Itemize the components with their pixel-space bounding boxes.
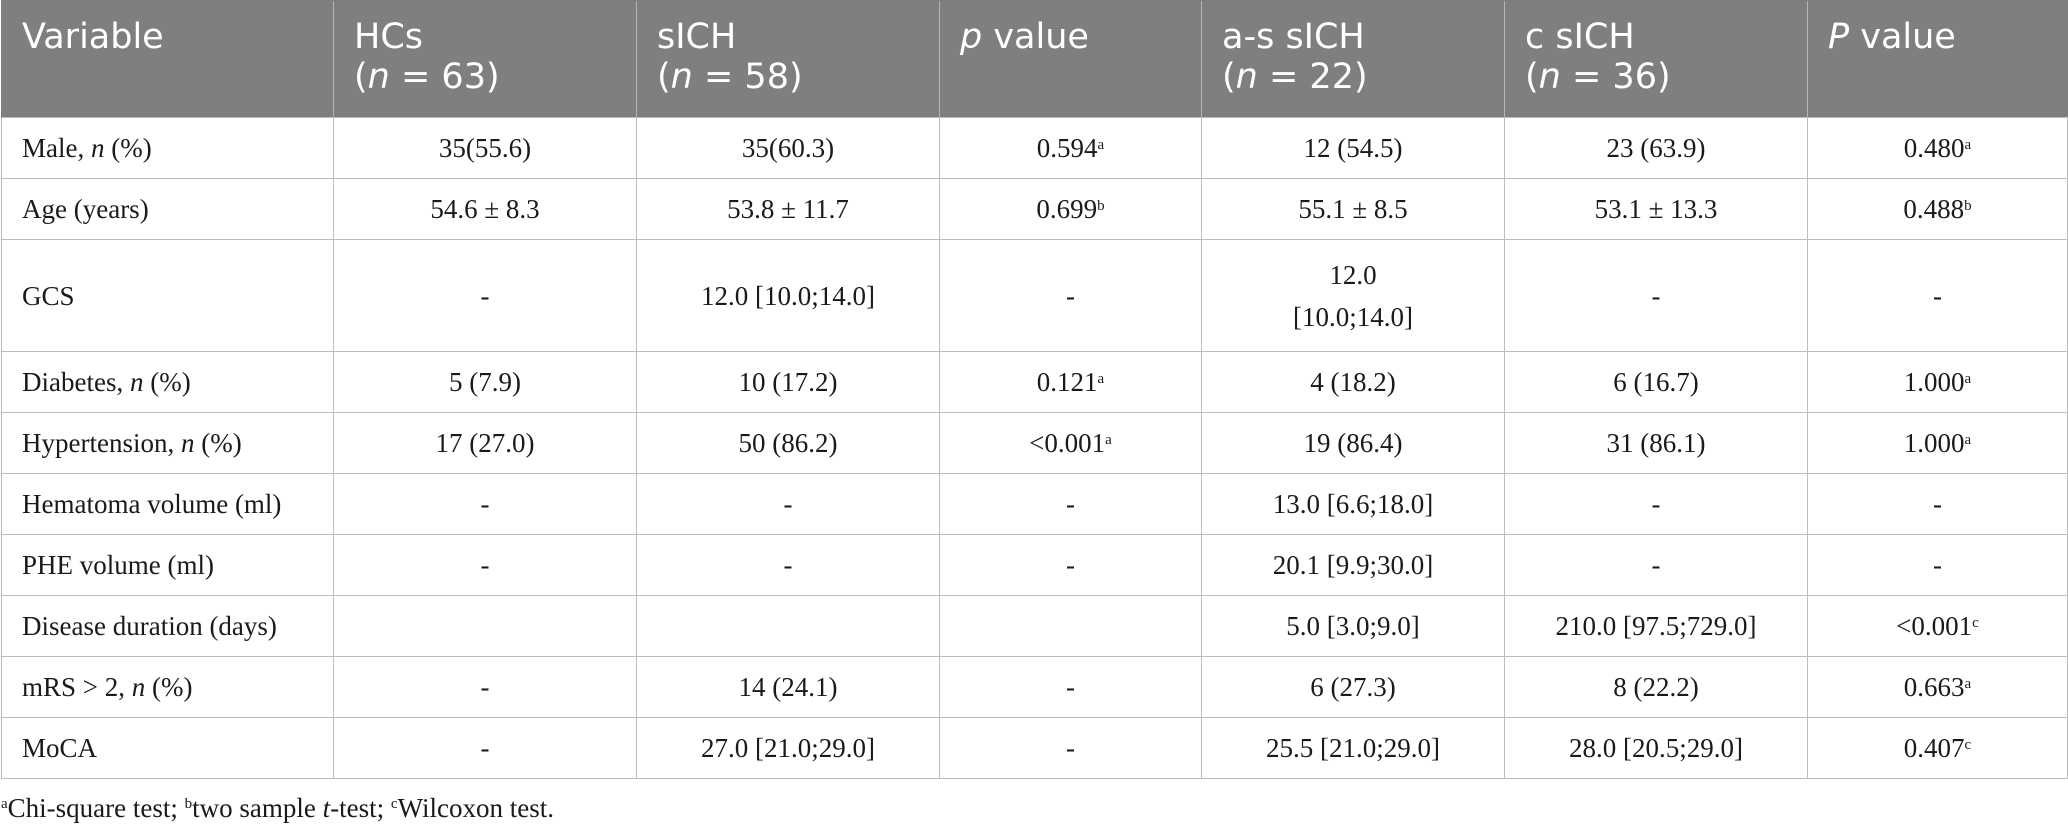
- cell-c-sich: -: [1504, 534, 1808, 596]
- cell-p-value-1: 0.121a: [939, 351, 1202, 413]
- cell-sich: 50 (86.2): [636, 412, 940, 474]
- header-c-sich: c sICH (n = 36): [1504, 0, 1808, 118]
- header-as-sich: a-s sICH (n = 22): [1201, 0, 1505, 118]
- cell-as-sich: 20.1 [9.9;30.0]: [1201, 534, 1505, 596]
- cell-c-sich: 53.1 ± 13.3: [1504, 178, 1808, 240]
- table-row: Hypertension, n (%) 17 (27.0) 50 (86.2) <0.…: [1, 412, 2068, 474]
- cell-p-value-1: 0.699b: [939, 178, 1202, 240]
- header-sich: sICH (n = 58): [636, 0, 940, 118]
- cell-hcs: -: [333, 717, 637, 779]
- header-as-sich-n: (n = 22): [1222, 57, 1368, 97]
- table-row: Hematoma volume (ml) - - -13.0 [6.6;18.0] - -: [1, 473, 2068, 535]
- demographics-table: Variable HCs (n = 63) sICH (n = 58) p valu…: [1, 0, 2068, 779]
- table-row: Diabetes, n (%) 5 (7.9) 10 (17.2) 0.121a 4 (…: [1, 351, 2068, 413]
- cell-as-sich: 55.1 ± 8.5: [1201, 178, 1505, 240]
- cell-p-value-2: 1.000a: [1807, 412, 2068, 474]
- cell-hcs: [333, 595, 637, 657]
- cell-p-value-1: -: [939, 717, 1202, 779]
- cell-c-sich: 23 (63.9): [1504, 117, 1808, 179]
- table-row: GCS -12.0 [10.0;14.0] -12.0 [10.0;14.0] - -: [1, 239, 2068, 352]
- table-row: Age (years) 54.6 ± 8.3 53.8 ± 11.7 0.699b 55…: [1, 178, 2068, 240]
- cell-p-value-2: -: [1807, 239, 2068, 352]
- cell-variable: Hypertension, n (%): [1, 412, 334, 474]
- cell-hcs: -: [333, 534, 637, 596]
- header-c-sich-n: (n = 36): [1525, 57, 1671, 97]
- cell-p-value-2: 1.000a: [1807, 351, 2068, 413]
- cell-variable: Male, n (%): [1, 117, 334, 179]
- cell-as-sich: 19 (86.4): [1201, 412, 1505, 474]
- cell-as-sich: 12 (54.5): [1201, 117, 1505, 179]
- cell-variable: mRS > 2, n (%): [1, 656, 334, 718]
- cell-variable: Age (years): [1, 178, 334, 240]
- cell-p-value-1: [939, 595, 1202, 657]
- cell-sich: 53.8 ± 11.7: [636, 178, 940, 240]
- cell-c-sich: -: [1504, 473, 1808, 535]
- cell-c-sich: 210.0 [97.5;729.0]: [1504, 595, 1808, 657]
- cell-as-sich: 25.5 [21.0;29.0]: [1201, 717, 1505, 779]
- cell-hcs: 17 (27.0): [333, 412, 637, 474]
- cell-p-value-2: <0.001c: [1807, 595, 2068, 657]
- table-row: Male, n (%) 35(55.6) 35(60.3) 0.594a 12 (54.…: [1, 117, 2068, 179]
- table-row: Disease duration (days) 5.0 [3.0;9.0] 210.…: [1, 595, 2068, 657]
- table-body: Male, n (%) 35(55.6) 35(60.3) 0.594a 12 (54.…: [1, 117, 2068, 779]
- cell-p-value-1: 0.594a: [939, 117, 1202, 179]
- cell-variable: Hematoma volume (ml): [1, 473, 334, 535]
- cell-as-sich: 5.0 [3.0;9.0]: [1201, 595, 1505, 657]
- cell-as-sich: 13.0 [6.6;18.0]: [1201, 473, 1505, 535]
- table-footnote: aChi-square test; btwo sample t-test; cW…: [1, 793, 554, 823]
- table-container: Variable HCs (n = 63) sICH (n = 58) p valu…: [1, 0, 2068, 779]
- cell-hcs: -: [333, 473, 637, 535]
- cell-p-value-2: -: [1807, 473, 2068, 535]
- cell-as-sich: 12.0 [10.0;14.0]: [1201, 239, 1505, 352]
- cell-sich: 10 (17.2): [636, 351, 940, 413]
- cell-p-value-1: -: [939, 473, 1202, 535]
- header-sich-n: (n = 58): [657, 57, 803, 97]
- cell-variable: Diabetes, n (%): [1, 351, 334, 413]
- cell-variable: PHE volume (ml): [1, 534, 334, 596]
- cell-sich: 27.0 [21.0;29.0]: [636, 717, 940, 779]
- header-variable: Variable: [1, 0, 334, 118]
- table-row: MoCA -27.0 [21.0;29.0] -25.5 [21.0;29.0] 28…: [1, 717, 2068, 779]
- cell-c-sich: 31 (86.1): [1504, 412, 1808, 474]
- cell-p-value-2: 0.488b: [1807, 178, 2068, 240]
- cell-p-value-2: 0.407c: [1807, 717, 2068, 779]
- cell-hcs: -: [333, 656, 637, 718]
- cell-hcs: 54.6 ± 8.3: [333, 178, 637, 240]
- table-row: PHE volume (ml) - - -20.1 [9.9;30.0] - -: [1, 534, 2068, 596]
- cell-variable: MoCA: [1, 717, 334, 779]
- cell-p-value-2: 0.480a: [1807, 117, 2068, 179]
- header-hcs: HCs (n = 63): [333, 0, 637, 118]
- cell-hcs: -: [333, 239, 637, 352]
- cell-c-sich: -: [1504, 239, 1808, 352]
- cell-p-value-2: -: [1807, 534, 2068, 596]
- header-p-value-1: p value: [939, 0, 1202, 118]
- cell-sich: 35(60.3): [636, 117, 940, 179]
- cell-hcs: 5 (7.9): [333, 351, 637, 413]
- cell-p-value-1: -: [939, 656, 1202, 718]
- cell-p-value-2: 0.663a: [1807, 656, 2068, 718]
- cell-variable: Disease duration (days): [1, 595, 334, 657]
- cell-variable: GCS: [1, 239, 334, 352]
- cell-as-sich: 6 (27.3): [1201, 656, 1505, 718]
- cell-c-sich: 8 (22.2): [1504, 656, 1808, 718]
- cell-p-value-1: -: [939, 534, 1202, 596]
- cell-sich: -: [636, 534, 940, 596]
- table-row: mRS > 2, n (%) -14 (24.1) -6 (27.3) 8 (22.2…: [1, 656, 2068, 718]
- cell-c-sich: 28.0 [20.5;29.0]: [1504, 717, 1808, 779]
- cell-sich: 12.0 [10.0;14.0]: [636, 239, 940, 352]
- cell-p-value-1: -: [939, 239, 1202, 352]
- table-header: Variable HCs (n = 63) sICH (n = 58) p valu…: [1, 0, 2068, 118]
- cell-as-sich: 4 (18.2): [1201, 351, 1505, 413]
- cell-p-value-1: <0.001a: [939, 412, 1202, 474]
- cell-sich: 14 (24.1): [636, 656, 940, 718]
- cell-hcs: 35(55.6): [333, 117, 637, 179]
- cell-sich: -: [636, 473, 940, 535]
- cell-sich: [636, 595, 940, 657]
- header-hcs-n: (n = 63): [354, 57, 500, 97]
- cell-c-sich: 6 (16.7): [1504, 351, 1808, 413]
- header-p-value-2: P value: [1807, 0, 2068, 118]
